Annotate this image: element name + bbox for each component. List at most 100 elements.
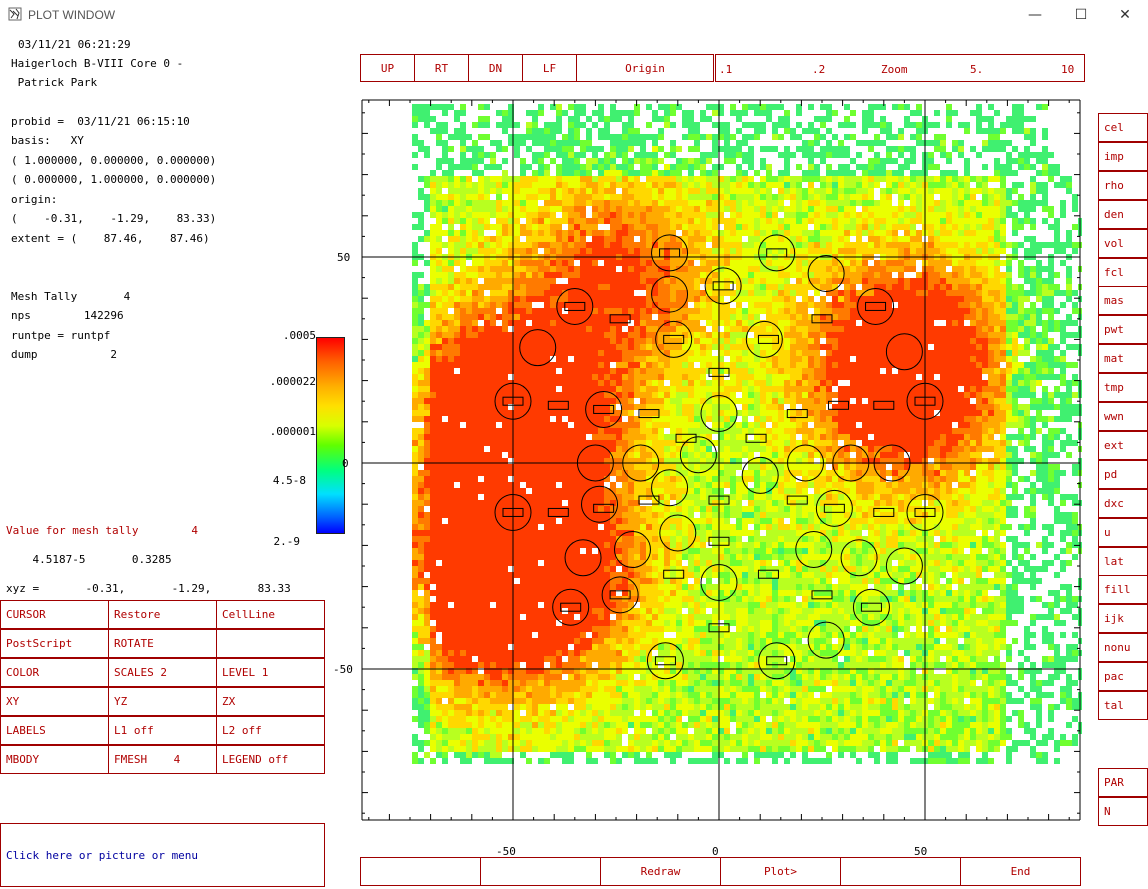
legend-off-button[interactable]: LEGEND off <box>216 745 325 774</box>
zoom-5[interactable]: 5. <box>970 63 984 76</box>
heatmap-cell <box>808 194 814 200</box>
restore-button[interactable]: Restore <box>108 600 217 629</box>
side-button-fcl[interactable]: fcl <box>1098 257 1148 287</box>
pan-left-button[interactable]: LF <box>522 54 577 82</box>
heatmap-cell <box>586 338 592 344</box>
prompt-box[interactable]: Click here or picture or menu <box>0 823 325 887</box>
heatmap-cell <box>982 344 988 350</box>
heatmap-cell <box>1054 386 1060 392</box>
side-button-den[interactable]: den <box>1098 199 1148 229</box>
heatmap-cell <box>754 386 760 392</box>
plot-button[interactable]: Plot> <box>720 857 841 886</box>
heatmap-cell <box>868 362 874 368</box>
side-button-lat[interactable]: lat <box>1098 546 1148 576</box>
heatmap-cell <box>760 392 766 398</box>
side-button-pd[interactable]: pd <box>1098 459 1148 489</box>
cellline-button[interactable]: CellLine <box>216 600 325 629</box>
heatmap-cell <box>946 278 952 284</box>
maximize-button[interactable]: ☐ <box>1058 0 1104 30</box>
scales-button[interactable]: SCALES 2 <box>108 658 217 687</box>
color-button[interactable]: COLOR <box>0 658 109 687</box>
side-button-nonu[interactable]: nonu <box>1098 633 1148 663</box>
zoom-bar[interactable]: .1 .2 Zoom 5. 10 <box>715 54 1085 82</box>
bottom-blank-button-1[interactable] <box>360 857 481 886</box>
side-button-n[interactable]: N <box>1098 797 1148 826</box>
postscript-button[interactable]: PostScript <box>0 629 109 658</box>
side-button-wwn[interactable]: wwn <box>1098 402 1148 431</box>
rotate-button[interactable]: ROTATE <box>108 629 217 658</box>
side-button-dxc[interactable]: dxc <box>1098 488 1148 518</box>
zoom-10[interactable]: 10 <box>1061 63 1075 76</box>
bottom-blank-button-2[interactable] <box>480 857 601 886</box>
heatmap-cell <box>862 374 868 380</box>
heatmap-cell <box>886 200 892 206</box>
mbody-button[interactable]: MBODY <box>0 745 109 774</box>
l1-off-button[interactable]: L1 off <box>108 716 217 745</box>
heatmap-cell <box>628 362 634 368</box>
pan-up-button[interactable]: UP <box>360 54 415 82</box>
heatmap-cell <box>640 248 646 254</box>
side-button-rho[interactable]: rho <box>1098 170 1148 200</box>
side-button-u[interactable]: u <box>1098 517 1148 547</box>
level-button[interactable]: LEVEL 1 <box>216 658 325 687</box>
cursor-button[interactable]: CURSOR <box>0 600 109 629</box>
fmesh-button[interactable]: FMESH 4 <box>108 745 217 774</box>
heatmap-cell <box>910 224 916 230</box>
heatmap-cell <box>760 296 766 302</box>
heatmap-cell <box>424 416 430 422</box>
heatmap-cell <box>844 350 850 356</box>
heatmap-cell <box>982 176 988 182</box>
heatmap-cell <box>958 302 964 308</box>
side-button-mat[interactable]: mat <box>1098 344 1148 374</box>
heatmap-cell <box>586 134 592 140</box>
heatmap-cell <box>976 284 982 290</box>
minimize-button[interactable]: — <box>1012 0 1058 30</box>
side-button-tmp[interactable]: tmp <box>1098 373 1148 403</box>
heatmap-cell <box>610 182 616 188</box>
origin-button[interactable]: Origin <box>576 54 714 82</box>
side-button-pac[interactable]: pac <box>1098 662 1148 692</box>
zoom-0.1[interactable]: .1 <box>719 63 733 76</box>
redraw-button[interactable]: Redraw <box>600 857 721 886</box>
heatmap-cell <box>724 188 730 194</box>
heatmap-cell <box>760 230 766 236</box>
pan-right-button[interactable]: RT <box>414 54 469 82</box>
heatmap-cell <box>592 194 598 200</box>
zx-button[interactable]: ZX <box>216 687 325 716</box>
side-button-par[interactable]: PAR <box>1098 768 1148 797</box>
side-button-cel[interactable]: cel <box>1098 113 1148 142</box>
heatmap-cell <box>652 392 658 398</box>
side-button-pwt[interactable]: pwt <box>1098 315 1148 345</box>
heatmap-cell <box>778 236 784 242</box>
side-button-tal[interactable]: tal <box>1098 691 1148 720</box>
yz-button[interactable]: YZ <box>108 687 217 716</box>
labels-button[interactable]: LABELS <box>0 716 109 745</box>
heatmap-cell <box>508 296 514 302</box>
heatmap-cell <box>430 326 436 332</box>
close-button[interactable]: ✕ <box>1102 0 1148 30</box>
zoom-0.2[interactable]: .2 <box>812 63 826 76</box>
bottom-blank-button-3[interactable] <box>840 857 961 886</box>
end-button[interactable]: End <box>960 857 1081 886</box>
xy-button[interactable]: XY <box>0 687 109 716</box>
side-button-vol[interactable]: vol <box>1098 228 1148 258</box>
heatmap-cell <box>454 398 460 404</box>
side-button-mas[interactable]: mas <box>1098 286 1148 316</box>
l2-off-button[interactable]: L2 off <box>216 716 325 745</box>
heatmap-cell <box>622 128 628 134</box>
side-button-ijk[interactable]: ijk <box>1098 604 1148 634</box>
heatmap-cell <box>652 380 658 386</box>
side-button-fill[interactable]: fill <box>1098 575 1148 605</box>
side-button-ext[interactable]: ext <box>1098 430 1148 460</box>
pan-down-button[interactable]: DN <box>468 54 523 82</box>
heatmap-cell <box>544 410 550 416</box>
heatmap-cell <box>598 380 604 386</box>
heatmap-cell <box>604 194 610 200</box>
side-button-imp[interactable]: imp <box>1098 141 1148 171</box>
empty-button[interactable] <box>216 629 325 658</box>
heatmap-cell <box>526 374 532 380</box>
heatmap-cell <box>754 362 760 368</box>
heatmap-cell <box>1006 350 1012 356</box>
mesh-tally-plot[interactable] <box>360 96 1082 824</box>
heatmap-cell <box>730 260 736 266</box>
